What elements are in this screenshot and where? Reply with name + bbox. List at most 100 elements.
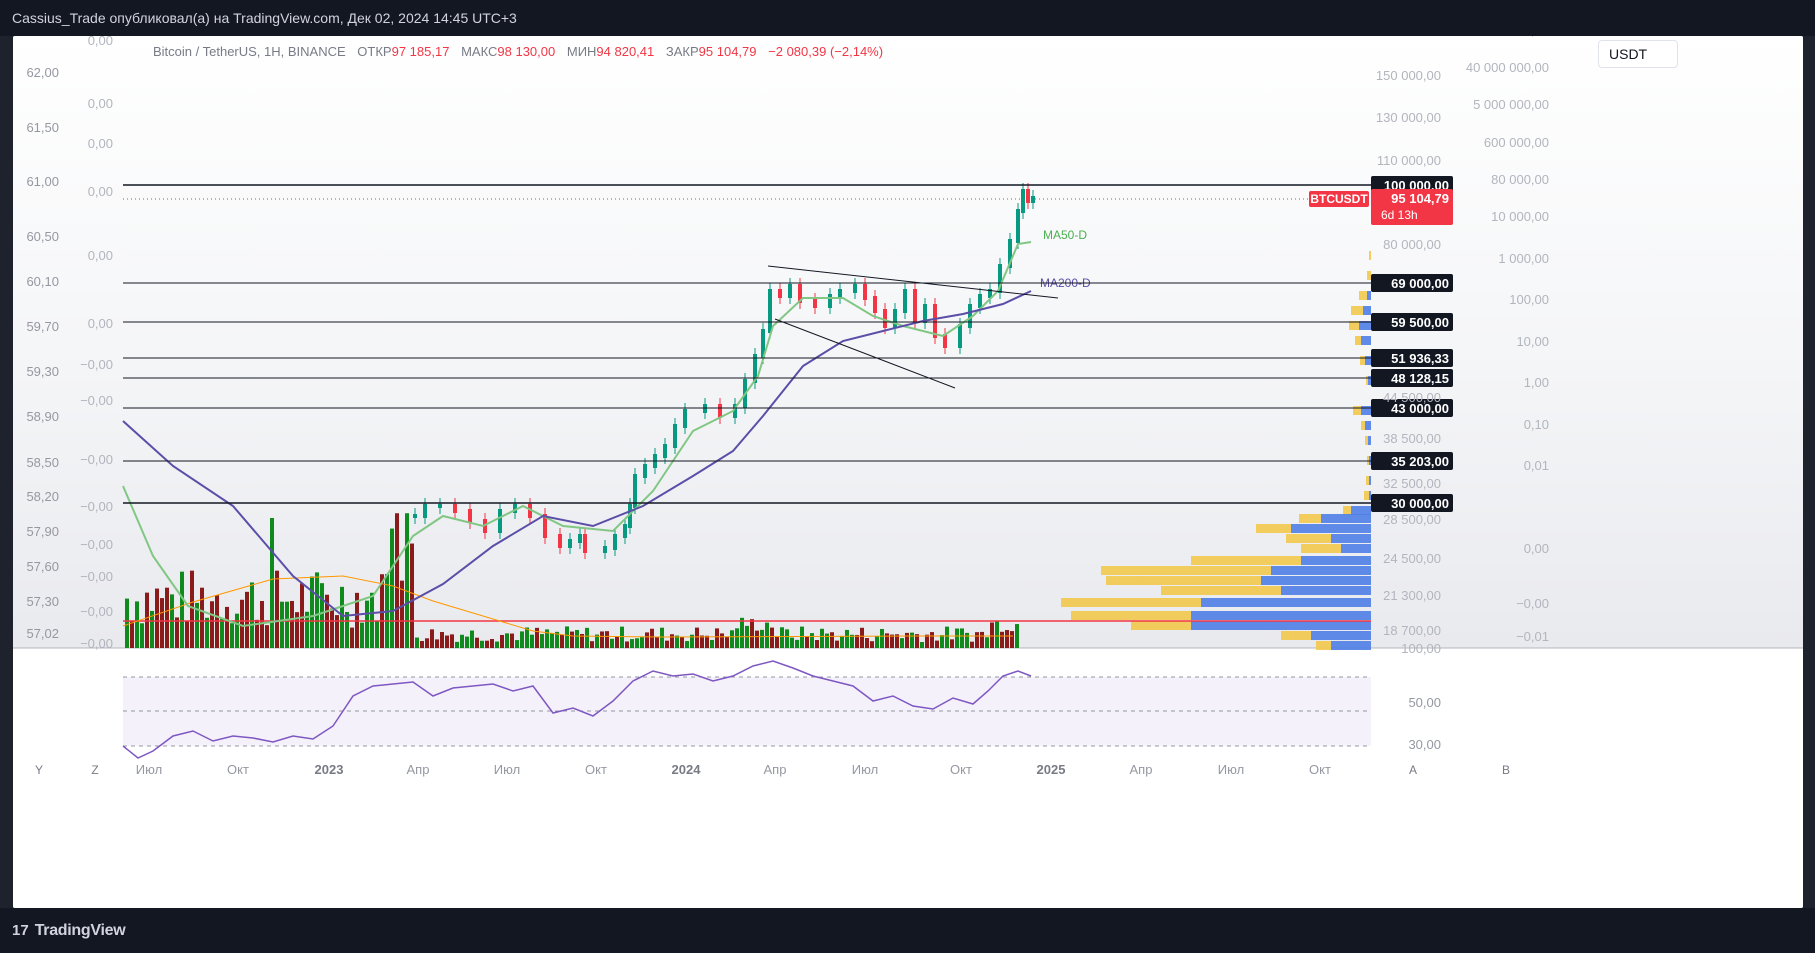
candle [753, 354, 757, 383]
volume-bar [590, 641, 594, 648]
time-axis-label: Июл [136, 762, 162, 777]
far-right-axis-label: 80 000,00 [1491, 172, 1549, 187]
far-right-axis-label: 10,00 [1516, 334, 1549, 349]
volume-bar [1015, 624, 1019, 648]
volume-bar [375, 620, 379, 648]
rsi-axis-label: 30,00 [1408, 737, 1441, 752]
volume-bar [660, 627, 664, 648]
volume-bar [630, 639, 634, 648]
time-axis-label: Июл [852, 762, 878, 777]
volume-profile-bar [1367, 271, 1371, 280]
far-right-axis-label: 1,00 [1524, 375, 1549, 390]
candle [828, 294, 832, 308]
volume-profile-bar [1359, 291, 1367, 300]
candle [623, 524, 627, 538]
change-value: −2 080,39 (−2,14%) [768, 44, 884, 59]
volume-bar [575, 629, 579, 648]
volume-bar [365, 600, 369, 648]
volume-profile-bar [1286, 534, 1331, 543]
volume-bar [940, 635, 944, 648]
log-scale-button[interactable]: B [1502, 763, 1510, 777]
bar-countdown: 6d 13h [1381, 208, 1418, 222]
candle [718, 404, 722, 418]
period-y-button[interactable]: Y [35, 763, 43, 777]
volume-bar [290, 600, 294, 648]
volume-bar [310, 576, 314, 648]
candle [1031, 196, 1035, 203]
volume-profile-bar [1366, 476, 1369, 485]
trendline-lower[interactable] [774, 318, 956, 389]
volume-profile-bar [1367, 291, 1371, 300]
left-axis-label: −0,00 [80, 499, 113, 514]
volume-bar [265, 625, 269, 648]
far-right-axis-label: 0,00 [1524, 541, 1549, 556]
time-axis-label: Апр [1130, 762, 1153, 777]
time-axis-label: Окт [585, 762, 607, 777]
high-label: МАКС [461, 44, 498, 59]
volume-bar [780, 627, 784, 648]
volume-bar [505, 633, 509, 648]
footer-brand: TradingView [34, 921, 126, 939]
volume-bar [775, 636, 779, 648]
volume-bar [515, 640, 519, 648]
candle [998, 264, 1002, 293]
volume-bar [230, 623, 234, 648]
volume-bar [965, 632, 969, 648]
volume-bar [925, 634, 929, 648]
time-axis-label: Июл [1218, 762, 1244, 777]
volume-profile-bar [1365, 436, 1368, 445]
volume-bar [635, 638, 639, 648]
volume-bar [495, 641, 499, 648]
volume-bar [640, 637, 644, 648]
period-z-button[interactable]: Z [91, 763, 98, 777]
right-axis-label: 32 500,00 [1383, 476, 1441, 491]
volume-profile-bar [1368, 376, 1371, 385]
right-axis-label: 110 000,00 [1377, 153, 1441, 168]
chart-panel[interactable]: MA50-D MA200-D 100 000,00 69 000,00 59 500,… [13, 36, 1803, 908]
right-axis-label: 150 000,00 [1376, 68, 1441, 83]
currency-selector[interactable]: USDT [1598, 40, 1678, 68]
trendline-upper[interactable] [767, 265, 1059, 299]
volume-bar [580, 633, 584, 648]
volume-bar [815, 640, 819, 648]
volume-bar [740, 617, 744, 648]
far-right-axis-label: 5 000 000,00 [1473, 97, 1549, 112]
volume-profile-bar [1355, 336, 1361, 345]
level-tag [1371, 452, 1453, 470]
auto-scale-button[interactable]: A [1409, 763, 1417, 777]
volume-profile-bar [1271, 566, 1371, 575]
volume-bar [180, 571, 184, 648]
left-axis-label: −0,00 [80, 393, 113, 408]
far-right-axis-label: 0,01 [1524, 458, 1549, 473]
candle [893, 309, 897, 328]
candle [578, 534, 582, 543]
low-value: 94 820,41 [596, 44, 655, 59]
level-tag [1371, 313, 1453, 331]
volume-bar [915, 634, 919, 648]
volume-profile-bar [1291, 524, 1371, 533]
volume-bar [125, 598, 129, 648]
volume-bar [730, 630, 734, 648]
volume-bar [605, 631, 609, 648]
volume-bar [480, 640, 484, 648]
far-right-axis-label: −0,01 [1516, 629, 1549, 644]
left-axis-label: 0,00 [88, 136, 113, 151]
time-axis-label: Окт [950, 762, 972, 777]
volume-bar [985, 637, 989, 648]
volume-bar [200, 587, 204, 648]
volume-bar [285, 601, 289, 648]
volume-bar [395, 513, 399, 648]
volume-bar [770, 627, 774, 648]
volume-bar [240, 599, 244, 648]
candle [498, 509, 502, 533]
volume-profile-bar [1261, 576, 1371, 585]
volume-bar [715, 628, 719, 648]
candle [883, 309, 887, 328]
candle [903, 289, 907, 313]
volume-bar [510, 633, 514, 648]
close-value: 95 104,79 [698, 44, 757, 59]
symbol-title[interactable]: Bitcoin / TetherUS, 1H, BINANCE [153, 44, 346, 59]
volume-profile-bar [1369, 251, 1371, 260]
volume-bar [785, 629, 789, 648]
